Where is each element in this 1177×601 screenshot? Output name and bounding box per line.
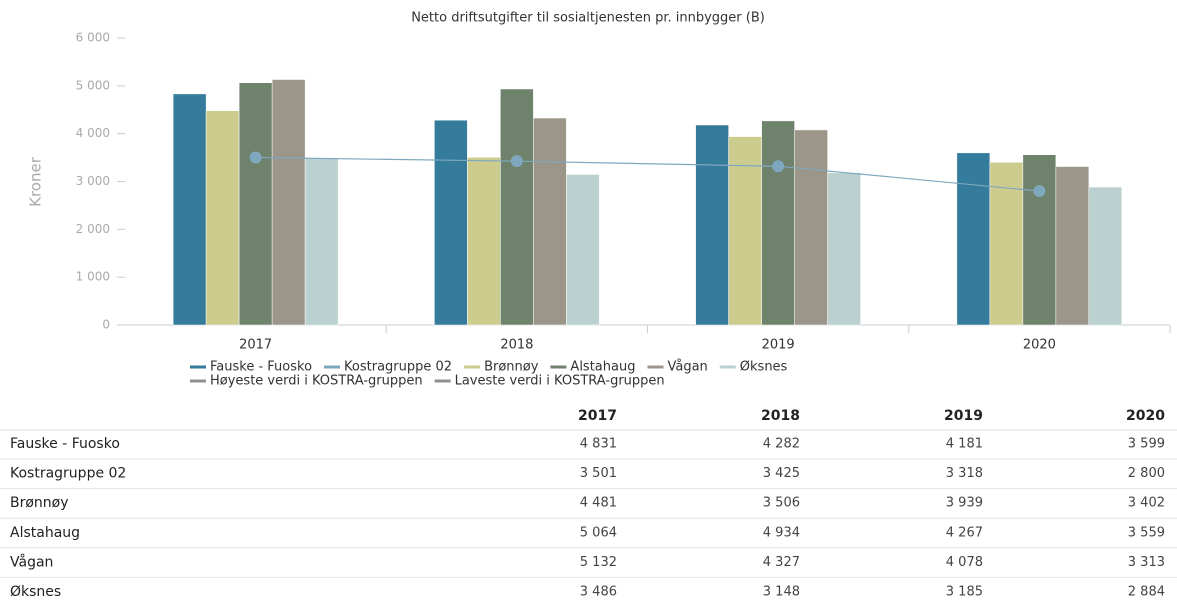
bar xyxy=(304,158,339,326)
bar xyxy=(172,93,207,326)
line xyxy=(255,156,1040,192)
bar xyxy=(533,117,567,326)
table-header: 2020 xyxy=(1126,408,1165,424)
table-cell: 3 486 xyxy=(580,585,617,600)
bar xyxy=(500,88,534,326)
table-cell: 3 148 xyxy=(763,585,800,600)
table-cell: 4 831 xyxy=(580,437,617,452)
x-tick-label: 2018 xyxy=(500,338,533,353)
table-cell: 4 481 xyxy=(580,496,617,511)
table-cell: 4 282 xyxy=(763,437,800,452)
table-cell: 5 132 xyxy=(580,555,617,570)
bar xyxy=(728,136,762,326)
y-tick-label: 3 000 xyxy=(76,174,110,188)
table-cell: 3 318 xyxy=(946,466,983,481)
line-point xyxy=(772,160,785,173)
table-cell: 4 078 xyxy=(946,555,983,570)
bar xyxy=(434,119,468,326)
bar xyxy=(761,120,795,326)
x-tick-label: 2017 xyxy=(239,338,272,353)
bar xyxy=(238,82,273,326)
y-axis-label: Kroner xyxy=(27,156,45,207)
legend-label: Øksnes xyxy=(740,360,788,375)
table-header: 2019 xyxy=(944,408,983,424)
table-row-label: Brønnøy xyxy=(10,495,69,511)
line-point xyxy=(1033,185,1046,198)
x-tick-label: 2020 xyxy=(1023,338,1056,353)
table-row-label: Vågan xyxy=(10,553,53,570)
table-row-label: Øksnes xyxy=(10,584,61,600)
table-cell: 3 185 xyxy=(946,585,983,600)
chart-title: Netto driftsutgifter til sosialtjenesten… xyxy=(411,11,765,26)
legend-label: Vågan xyxy=(667,360,707,375)
legend-label: Høyeste verdi i KOSTRA-gruppen xyxy=(210,374,423,389)
bar xyxy=(827,172,861,326)
bar xyxy=(271,79,306,326)
x-tick-label: 2019 xyxy=(762,338,795,353)
table-cell: 4 267 xyxy=(946,525,983,540)
bar xyxy=(1055,166,1090,326)
line-point xyxy=(510,155,523,168)
table-row-label: Kostragruppe 02 xyxy=(10,466,126,482)
table-cell: 3 506 xyxy=(763,496,800,511)
y-tick-label: 4 000 xyxy=(76,126,110,140)
bar xyxy=(794,129,828,326)
table-cell: 3 599 xyxy=(1128,437,1165,452)
table-cell: 3 939 xyxy=(946,496,983,511)
table-cell: 4 181 xyxy=(946,437,983,452)
table-header: 2018 xyxy=(761,408,800,424)
bar xyxy=(467,157,501,326)
table-cell: 4 934 xyxy=(763,525,800,540)
bar xyxy=(695,124,729,326)
y-tick-label: 1 000 xyxy=(76,270,110,284)
legend-label: Brønnøy xyxy=(484,360,539,375)
bar xyxy=(205,110,240,326)
table-cell: 4 327 xyxy=(763,555,800,570)
y-tick-label: 0 xyxy=(102,318,110,332)
line-point xyxy=(249,151,262,164)
y-tick-label: 5 000 xyxy=(76,78,110,92)
legend-label: Kostragruppe 02 xyxy=(344,360,452,375)
bar xyxy=(1022,154,1057,326)
table-cell: 3 501 xyxy=(580,466,617,481)
table-row-label: Alstahaug xyxy=(10,525,80,541)
table-row-label: Fauske - Fuosko xyxy=(10,436,120,452)
table-cell: 2 800 xyxy=(1128,466,1165,481)
table-cell: 3 313 xyxy=(1128,555,1165,570)
table-cell: 3 559 xyxy=(1128,525,1165,540)
table-cell: 3 402 xyxy=(1128,496,1165,511)
table-cell: 5 064 xyxy=(580,525,617,540)
legend-label: Alstahaug xyxy=(570,360,635,375)
table-header: 2017 xyxy=(578,408,617,424)
bar xyxy=(1088,186,1123,326)
y-tick-label: 6 000 xyxy=(76,31,110,45)
bar xyxy=(566,174,600,326)
y-tick-label: 2 000 xyxy=(76,222,110,236)
legend-label: Fauske - Fuosko xyxy=(210,360,312,375)
legend-label: Laveste verdi i KOSTRA-gruppen xyxy=(455,374,665,389)
bar xyxy=(956,152,991,326)
table-cell: 2 884 xyxy=(1128,585,1165,600)
table-cell: 3 425 xyxy=(763,466,800,481)
